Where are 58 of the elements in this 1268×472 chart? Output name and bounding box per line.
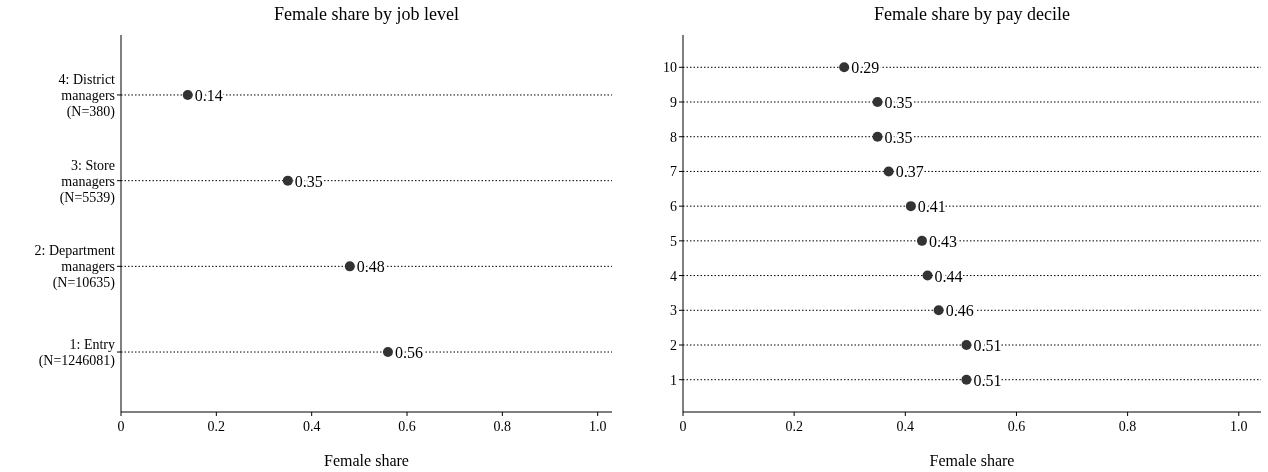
- data-label: 0.37: [895, 163, 924, 181]
- data-label: 0.41: [917, 198, 946, 216]
- x-tick-label: 0.4: [302, 419, 321, 434]
- x-axis-title: Female share: [324, 452, 409, 469]
- x-tick-label: 1.0: [588, 419, 607, 434]
- point: [961, 374, 972, 385]
- x-tick-label: 0: [679, 419, 687, 434]
- point: [182, 89, 193, 100]
- x-tick-label: 0.8: [493, 419, 512, 434]
- data-label: 0.35: [294, 172, 323, 190]
- data-label: 0.44: [934, 267, 963, 285]
- x-tick-label: 0.2: [785, 419, 803, 434]
- y-tick-label: 4: District managers (N=380): [58, 71, 116, 120]
- y-tick-label: 1: [670, 372, 677, 388]
- y-tick-label: 1: Entry (N=1246081): [38, 337, 116, 370]
- data-label: 0.56: [394, 344, 423, 362]
- data-label: 0.46: [945, 302, 974, 320]
- point: [922, 270, 933, 281]
- point: [282, 175, 293, 186]
- point: [382, 347, 393, 358]
- y-tick-label: 2: [670, 338, 677, 353]
- data-label: 0.35: [884, 94, 913, 111]
- data-label: 0.14: [194, 86, 223, 104]
- data-label: 0.51: [973, 371, 1002, 389]
- point: [839, 62, 850, 73]
- y-tick-label: 3: [670, 303, 677, 319]
- point: [883, 166, 894, 177]
- x-tick-label: 1.0: [1230, 419, 1248, 434]
- y-tick-label: 4: [670, 268, 677, 284]
- point: [872, 131, 883, 142]
- y-tick-label: 10: [663, 60, 677, 76]
- data-label: 0.43: [928, 232, 957, 250]
- point: [961, 340, 972, 350]
- y-tick-label: 2: Department managers (N=10635): [34, 243, 116, 292]
- chart-title: Female share by pay decile: [874, 4, 1070, 24]
- x-tick-label: 0.6: [1007, 419, 1026, 434]
- y-tick-label: 9: [670, 95, 677, 110]
- point: [872, 97, 883, 107]
- data-label: 0.48: [356, 258, 385, 276]
- y-tick-label: 8: [670, 129, 677, 145]
- x-tick-label: 0.6: [398, 419, 416, 434]
- x-tick-label: 0.2: [207, 419, 226, 434]
- y-tick-label: 7: [670, 164, 677, 180]
- data-label: 0.51: [973, 337, 1002, 354]
- point: [933, 305, 944, 316]
- x-tick-label: 0: [117, 419, 125, 434]
- x-axis-title: Female share: [929, 452, 1015, 469]
- y-tick-label: 6: [670, 199, 677, 215]
- point: [905, 201, 916, 212]
- x-tick-label: 0.4: [896, 419, 915, 434]
- chart-title: Female share by job level: [274, 4, 459, 24]
- x-tick-label: 0.8: [1118, 419, 1137, 434]
- y-tick-label: 5: [670, 233, 677, 249]
- point: [916, 235, 927, 246]
- data-label: 0.35: [884, 128, 913, 146]
- data-label: 0.29: [851, 59, 880, 77]
- y-tick-label: 3: Store managers (N=5539): [59, 157, 116, 206]
- point: [344, 261, 355, 272]
